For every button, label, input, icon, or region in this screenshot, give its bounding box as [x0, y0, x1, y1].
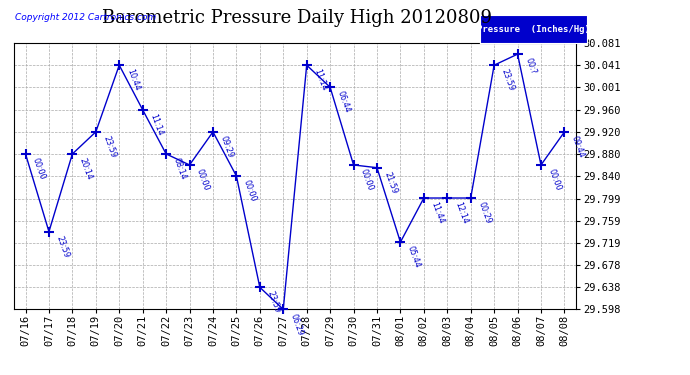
Text: 23:59: 23:59 — [55, 234, 71, 259]
Text: 23:59: 23:59 — [266, 290, 282, 315]
Text: 06:44: 06:44 — [335, 90, 352, 114]
Text: 00:29: 00:29 — [476, 201, 493, 225]
Text: 05:44: 05:44 — [406, 245, 422, 269]
Text: 00:00: 00:00 — [31, 157, 48, 181]
Text: 10:44: 10:44 — [125, 68, 141, 92]
Text: 12:14: 12:14 — [453, 201, 469, 225]
Text: 09:29: 09:29 — [219, 135, 235, 159]
Text: 00:?: 00:? — [523, 57, 538, 76]
Text: Pressure  (Inches/Hg): Pressure (Inches/Hg) — [477, 25, 589, 34]
Text: 11:14: 11:14 — [148, 112, 164, 137]
Text: 00:00: 00:00 — [242, 179, 258, 203]
Text: 09:44: 09:44 — [570, 135, 586, 159]
Text: 23:59: 23:59 — [101, 135, 118, 159]
Text: 00:00: 00:00 — [546, 168, 563, 192]
Text: 00:00: 00:00 — [195, 168, 211, 192]
Text: 08:14: 08:14 — [172, 157, 188, 181]
Text: 06:29: 06:29 — [289, 312, 305, 337]
Text: 11:44: 11:44 — [429, 201, 446, 225]
Text: 23:59: 23:59 — [500, 68, 516, 93]
Text: Copyright 2012 Cartronics.com: Copyright 2012 Cartronics.com — [15, 13, 157, 22]
Text: 21:59: 21:59 — [382, 171, 399, 195]
Text: 11:14: 11:14 — [313, 68, 328, 92]
Text: 00:00: 00:00 — [359, 168, 375, 192]
Text: 20:14: 20:14 — [78, 157, 94, 181]
Text: Barometric Pressure Daily High 20120809: Barometric Pressure Daily High 20120809 — [101, 9, 492, 27]
